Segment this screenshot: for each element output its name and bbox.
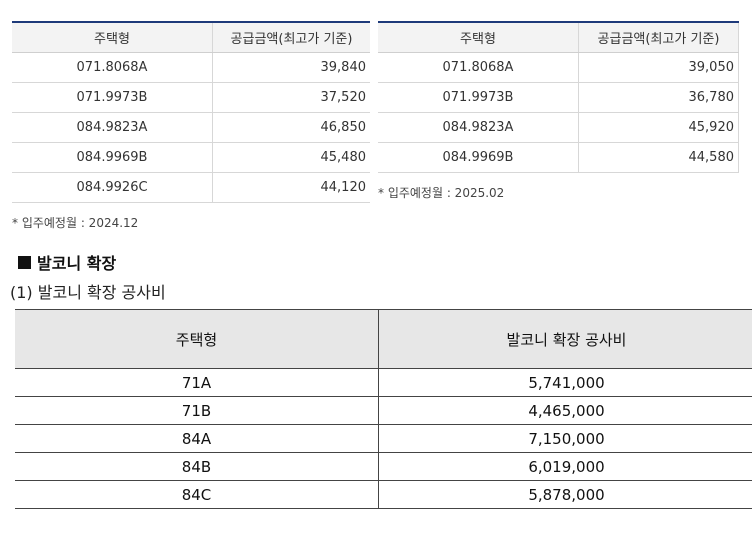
cell-house-type: 084.9823A: [378, 112, 579, 143]
cell-house-type: 71B: [15, 396, 379, 425]
table-row: 084.9969B 44,580: [378, 142, 739, 173]
cell-house-type: 71A: [15, 368, 379, 397]
cell-house-type: 84B: [15, 452, 379, 481]
cell-supply-amount: 46,850: [212, 112, 370, 143]
cell-supply-amount: 45,480: [212, 142, 370, 173]
table-row: 084.9823A 46,850: [12, 112, 370, 143]
cell-house-type: 084.9823A: [12, 112, 213, 143]
table-row: 071.8068A 39,840: [12, 52, 370, 83]
header-house-type: 주택형: [378, 22, 579, 53]
black-square-icon: [18, 255, 31, 269]
move-in-note-a: * 입주예정월 : 2024.12: [12, 216, 139, 230]
header-balcony-cost: 발코니 확장 공사비: [378, 309, 752, 369]
cell-house-type: 084.9969B: [12, 142, 213, 173]
cell-balcony-cost: 7,150,000: [378, 424, 752, 453]
supply-price-table-b: 주택형 공급금액(최고가 기준) 071.8068A 39,050 071.99…: [378, 21, 739, 173]
cell-house-type: 84A: [15, 424, 379, 453]
cell-supply-amount: 36,780: [578, 82, 739, 113]
header-house-type: 주택형: [15, 309, 379, 369]
header-supply-amount: 공급금액(최고가 기준): [578, 22, 739, 53]
table-header-row: 주택형 공급금액(최고가 기준): [12, 22, 370, 53]
cell-house-type: 071.8068A: [378, 52, 579, 83]
header-house-type: 주택형: [12, 22, 213, 53]
table-row: 84A 7,150,000: [15, 424, 752, 453]
section-title: 발코니 확장: [37, 254, 117, 273]
balcony-cost-table: 주택형 발코니 확장 공사비 71A 5,741,000 71B 4,465,0…: [15, 309, 752, 509]
sub-heading: (1) 발코니 확장 공사비: [10, 283, 166, 302]
table-row: 71B 4,465,000: [15, 396, 752, 425]
table-row: 71A 5,741,000: [15, 368, 752, 397]
table-header-row: 주택형 공급금액(최고가 기준): [378, 22, 739, 53]
supply-price-table-a: 주택형 공급금액(최고가 기준) 071.8068A 39,840 071.99…: [12, 21, 370, 203]
cell-balcony-cost: 6,019,000: [378, 452, 752, 481]
table-header-row: 주택형 발코니 확장 공사비: [15, 309, 752, 369]
header-supply-amount: 공급금액(최고가 기준): [212, 22, 370, 53]
table-row: 84B 6,019,000: [15, 452, 752, 481]
table-row: 071.9973B 37,520: [12, 82, 370, 113]
cell-supply-amount: 44,580: [578, 142, 739, 173]
cell-supply-amount: 37,520: [212, 82, 370, 113]
cell-house-type: 071.8068A: [12, 52, 213, 83]
cell-balcony-cost: 5,741,000: [378, 368, 752, 397]
table-row: 071.9973B 36,780: [378, 82, 739, 113]
cell-supply-amount: 45,920: [578, 112, 739, 143]
table-row: 84C 5,878,000: [15, 480, 752, 509]
cell-house-type: 071.9973B: [378, 82, 579, 113]
cell-house-type: 084.9969B: [378, 142, 579, 173]
move-in-note-b: * 입주예정월 : 2025.02: [378, 186, 505, 200]
cell-supply-amount: 39,050: [578, 52, 739, 83]
cell-supply-amount: 39,840: [212, 52, 370, 83]
table-row: 084.9823A 45,920: [378, 112, 739, 143]
cell-supply-amount: 44,120: [212, 172, 370, 203]
cell-balcony-cost: 4,465,000: [378, 396, 752, 425]
cell-house-type: 84C: [15, 480, 379, 509]
table-row: 084.9926C 44,120: [12, 172, 370, 203]
table-row: 071.8068A 39,050: [378, 52, 739, 83]
cell-balcony-cost: 5,878,000: [378, 480, 752, 509]
table-row: 084.9969B 45,480: [12, 142, 370, 173]
cell-house-type: 084.9926C: [12, 172, 213, 203]
section-heading: 발코니 확장: [18, 250, 116, 274]
cell-house-type: 071.9973B: [12, 82, 213, 113]
